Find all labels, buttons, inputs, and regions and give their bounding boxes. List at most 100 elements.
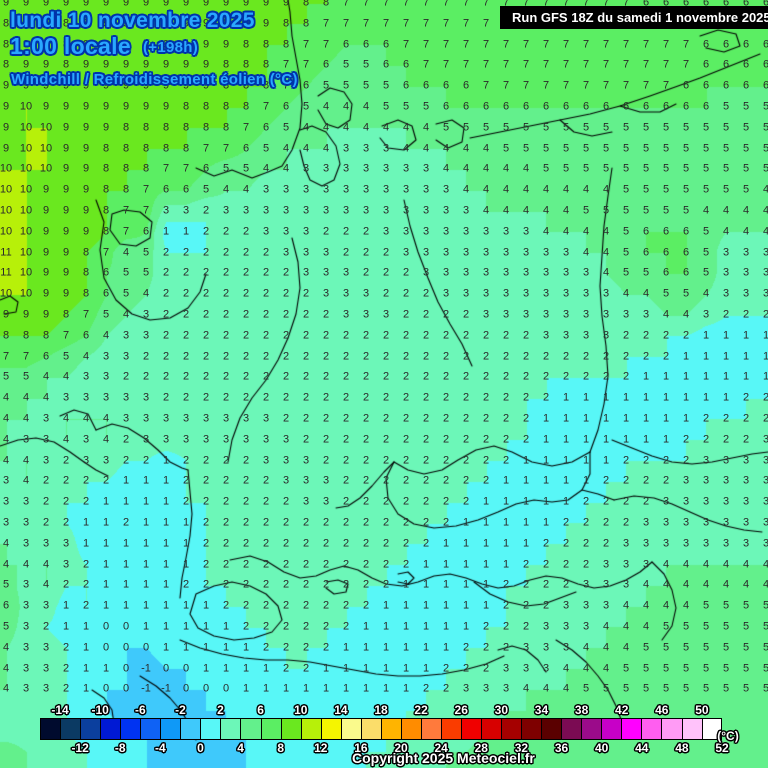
- grid-value: 6: [602, 100, 610, 113]
- grid-value: 2: [402, 433, 410, 446]
- grid-value: 2: [462, 308, 470, 321]
- grid-value: 2: [402, 308, 410, 321]
- grid-value: 7: [582, 0, 590, 9]
- grid-value: 3: [22, 537, 30, 550]
- grid-value: 7: [102, 246, 110, 259]
- grid-value: 8: [122, 183, 130, 196]
- grid-value: 1: [662, 391, 670, 404]
- grid-value: 1: [682, 370, 690, 383]
- grid-value: 6: [642, 0, 650, 9]
- grid-value: 1: [142, 495, 150, 508]
- grid-value: 2: [622, 454, 630, 467]
- grid-value: 4: [482, 183, 490, 196]
- legend-swatch: [260, 718, 281, 740]
- grid-value: 1: [662, 412, 670, 425]
- grid-value: 9: [62, 142, 70, 155]
- grid-value: 3: [142, 391, 150, 404]
- grid-value: 2: [382, 329, 390, 342]
- grid-value: 6: [742, 0, 750, 9]
- grid-value: 5: [762, 641, 768, 654]
- grid-value: 1: [142, 537, 150, 550]
- grid-value: 4: [142, 287, 150, 300]
- grid-value: 1: [182, 225, 190, 238]
- grid-value: 7: [642, 58, 650, 71]
- grid-value: 9: [142, 100, 150, 113]
- grid-value: 7: [362, 0, 370, 9]
- grid-value: 3: [622, 308, 630, 321]
- grid-value: 3: [602, 308, 610, 321]
- grid-value: 5: [762, 599, 768, 612]
- grid-value: 3: [62, 558, 70, 571]
- grid-value: 7: [462, 0, 470, 9]
- grid-value: 2: [342, 558, 350, 571]
- grid-value: 7: [22, 350, 30, 363]
- grid-value: 1: [82, 662, 90, 675]
- grid-value: 5: [582, 204, 590, 217]
- grid-value: 9: [222, 0, 230, 9]
- grid-value: 1: [102, 537, 110, 550]
- grid-value: 3: [542, 662, 550, 675]
- grid-value: 3: [742, 287, 750, 300]
- grid-value: 9: [82, 38, 90, 51]
- grid-value: 5: [642, 121, 650, 134]
- grid-value: 7: [662, 38, 670, 51]
- grid-value: 0: [102, 682, 110, 695]
- legend-tick-label: -6: [134, 703, 146, 717]
- grid-value: 3: [722, 287, 730, 300]
- grid-value: 5: [682, 682, 690, 695]
- grid-value: 9: [42, 38, 50, 51]
- grid-value: 2: [382, 537, 390, 550]
- grid-value: 3: [402, 225, 410, 238]
- grid-value: 2: [242, 308, 250, 321]
- grid-value: 3: [362, 162, 370, 175]
- grid-value: 2: [162, 391, 170, 404]
- grid-value: 4: [642, 578, 650, 591]
- grid-value: 2: [282, 329, 290, 342]
- grid-value: 2: [322, 412, 330, 425]
- grid-value: 2: [502, 329, 510, 342]
- grid-value: 2: [282, 287, 290, 300]
- grid-value: 7: [2, 350, 10, 363]
- grid-value: 4: [602, 225, 610, 238]
- legend-swatch: [460, 718, 482, 740]
- grid-value: 5: [742, 620, 750, 633]
- grid-value: 5: [622, 142, 630, 155]
- grid-value: 2: [322, 225, 330, 238]
- grid-value: 2: [382, 454, 390, 467]
- grid-value: 9: [162, 0, 170, 9]
- grid-value: 4: [642, 620, 650, 633]
- grid-value: 1: [322, 682, 330, 695]
- grid-value: 5: [442, 121, 450, 134]
- grid-value: 5: [662, 287, 670, 300]
- legend-swatch: [561, 718, 582, 740]
- grid-value: 7: [202, 142, 210, 155]
- legend-swatch: [541, 718, 562, 740]
- grid-value: 3: [582, 329, 590, 342]
- grid-value: 7: [502, 0, 510, 9]
- grid-value: 7: [262, 100, 270, 113]
- grid-value: 3: [302, 225, 310, 238]
- grid-value: 10: [19, 225, 33, 238]
- grid-value: 4: [522, 682, 530, 695]
- grid-value: 2: [322, 370, 330, 383]
- grid-value: 2: [422, 370, 430, 383]
- grid-value: 2: [622, 516, 630, 529]
- grid-value: 1: [742, 350, 750, 363]
- grid-value: 4: [682, 599, 690, 612]
- grid-value: 8: [82, 287, 90, 300]
- grid-value: 4: [582, 183, 590, 196]
- grid-value: 1: [82, 620, 90, 633]
- grid-value: 2: [642, 474, 650, 487]
- grid-value: 2: [302, 641, 310, 654]
- grid-value: 2: [342, 516, 350, 529]
- grid-value: 9: [202, 79, 210, 92]
- grid-value: 3: [122, 391, 130, 404]
- legend-swatch: [501, 718, 522, 740]
- grid-value: 3: [302, 495, 310, 508]
- grid-value: 9: [22, 58, 30, 71]
- grid-value: 3: [762, 495, 768, 508]
- grid-value: 2: [62, 641, 70, 654]
- legend-tick-label: 0: [197, 741, 204, 755]
- grid-value: 9: [22, 308, 30, 321]
- forecast-hour-label: 1:00 locale: [10, 33, 131, 59]
